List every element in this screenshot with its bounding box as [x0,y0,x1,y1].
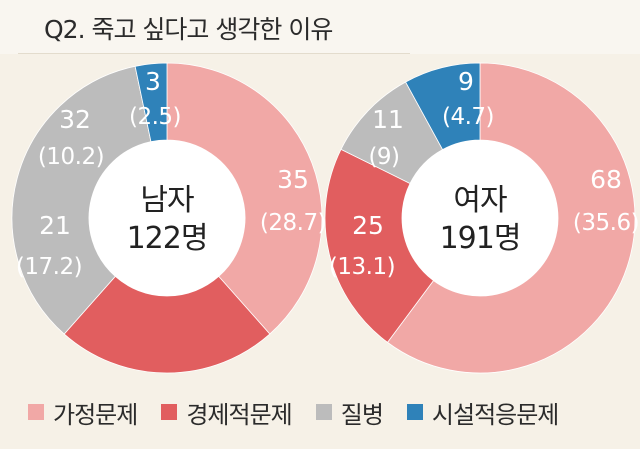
legend-swatch-illness [315,404,332,420]
value-label-female-economic: 25 [352,211,384,240]
center-label-female: 여자 [453,183,507,218]
center-count-female: 191명 [440,221,521,256]
legend-item-family: 가정문제 [28,395,138,430]
value-label-male-illness: 32 [59,105,91,134]
legend-label-facility: 시설적응문제 [431,400,559,429]
percent-label-female-illness: (9) [368,144,399,170]
legend-label-economic: 경제적문제 [186,400,292,429]
value-label-male-family: 35 [277,165,309,194]
value-label-male-economic: 21 [39,211,71,240]
legend-item-economic: 경제적문제 [161,395,293,430]
percent-label-female-facility: (4.7) [442,104,494,130]
percent-label-male-facility: (2.5) [129,104,181,130]
donut-center-female [402,140,558,296]
percent-label-male-illness: (10.2) [38,144,104,170]
legend-item-facility: 시설적응문제 [406,395,559,430]
donut-center-male [89,140,245,296]
center-count-male: 122명 [127,221,208,256]
center-label-male: 남자 [140,183,194,218]
value-label-female-facility: 9 [458,67,474,96]
legend: 가정문제 경제적문제 질병 시설적응문제 [28,392,628,432]
value-label-female-illness: 11 [372,105,404,134]
legend-label-family: 가정문제 [53,400,138,429]
value-label-female-family: 68 [590,165,622,194]
percent-label-male-family: (28.7) [260,210,326,236]
percent-label-female-economic: (13.1) [329,254,395,280]
title-bar: Q2. 죽고 싶다고 생각한 이유 [0,0,640,54]
percent-label-female-family: (35.6) [573,210,639,236]
legend-item-illness: 질병 [315,395,384,430]
value-label-male-facility: 3 [145,67,161,96]
legend-swatch-facility [406,404,423,420]
legend-swatch-family [28,404,44,420]
legend-label-illness: 질병 [340,400,384,429]
slice-female-economic [324,148,435,343]
legend-swatch-economic [161,404,178,420]
percent-label-male-economic: (17.2) [16,254,82,280]
chart-title: Q2. 죽고 싶다고 생각한 이유 [44,15,333,44]
